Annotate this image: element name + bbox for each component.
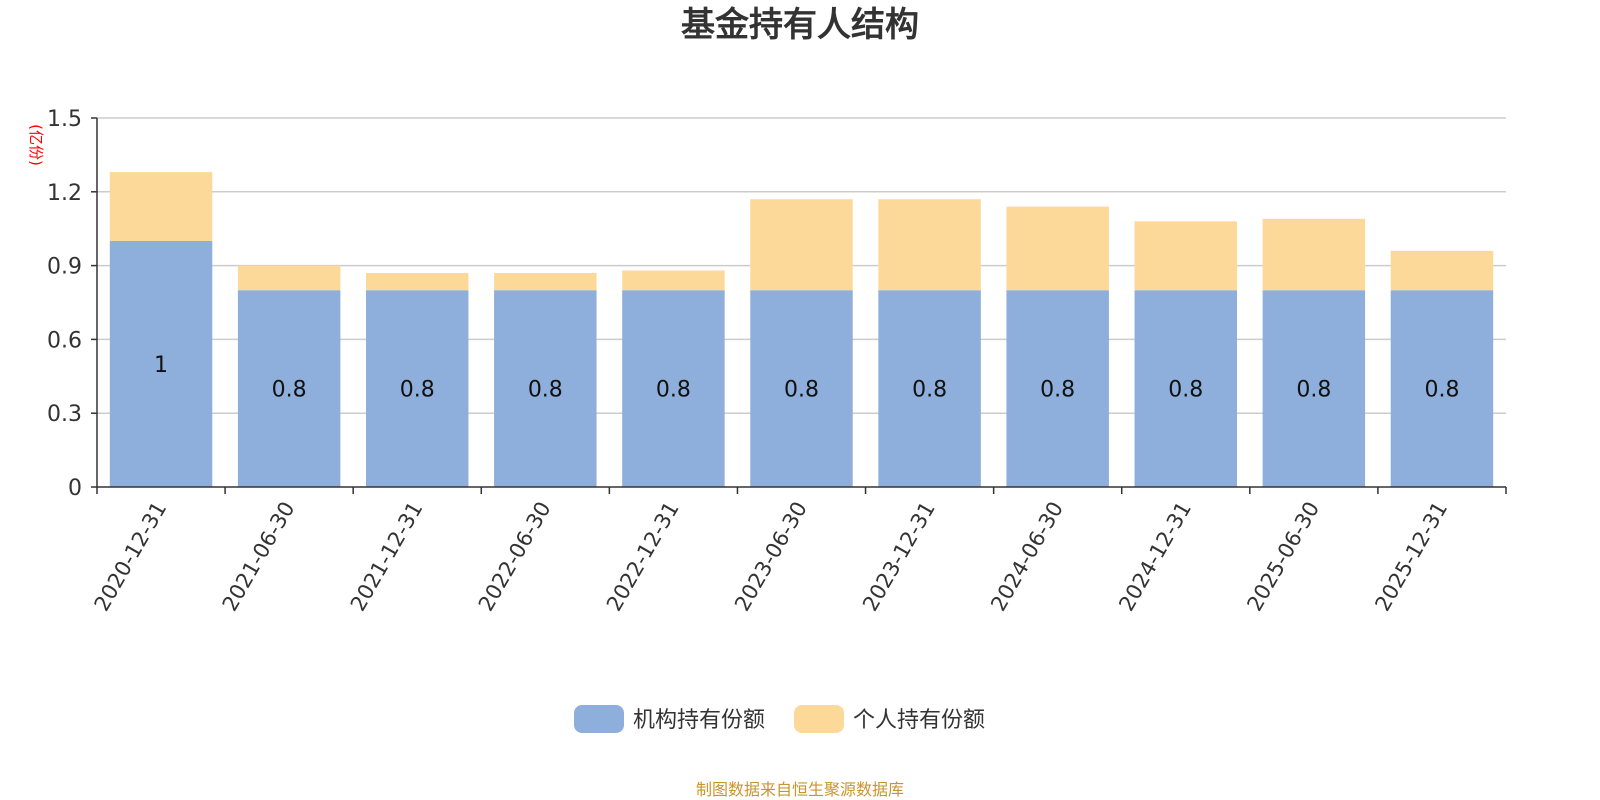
legend-label-individual: 个人持有份额: [853, 708, 985, 733]
y-axis-unit-label: (亿份): [27, 124, 45, 166]
institutional-bar: [109, 241, 213, 487]
y-tick-label: 0.6: [47, 328, 82, 353]
bar-value-label: 0.8: [1296, 378, 1331, 403]
bar-value-label: 0.8: [1424, 378, 1459, 403]
x-tick-label: 2023-06-30: [730, 498, 812, 616]
x-tick-label: 2020-12-31: [90, 498, 172, 616]
individual-bar: [494, 272, 597, 291]
y-tick-label: 0: [68, 476, 82, 501]
individual-bar: [878, 199, 981, 291]
individual-bar: [237, 265, 341, 291]
x-tick-label: 2022-06-30: [474, 498, 556, 616]
x-tick-label: 2025-12-31: [1370, 498, 1452, 616]
x-tick-label: 2022-12-31: [602, 498, 684, 616]
legend-swatch-individual: [794, 705, 844, 733]
bar-value-label: 0.8: [912, 378, 947, 403]
institutional-bar: [878, 290, 981, 487]
bar-value-label: 0.8: [1040, 378, 1075, 403]
x-tick-label: 2024-06-30: [986, 498, 1068, 616]
x-tick-label: 2025-06-30: [1242, 498, 1324, 616]
institutional-bar: [1006, 290, 1109, 487]
institutional-bar: [1390, 290, 1494, 487]
institutional-bar: [750, 290, 853, 487]
institutional-bar: [365, 290, 469, 487]
individual-bar: [1006, 206, 1109, 291]
x-tick-label: 2024-12-31: [1114, 498, 1196, 616]
y-tick-label: 1.2: [47, 181, 82, 206]
data-labels: 1 0.8 0.8 0.8 0.8 0.8 0.8 0.8 0.8 0.8 0.8: [154, 353, 1459, 403]
legend-label-institutional: 机构持有份额: [633, 708, 765, 733]
y-tick-label: 0.9: [47, 255, 82, 280]
institutional-bar: [622, 290, 725, 487]
x-tick-label: 2021-06-30: [218, 498, 300, 616]
individual-bar: [109, 172, 213, 241]
bar-value-label: 0.8: [272, 378, 307, 403]
x-tick-label: 2023-12-31: [858, 497, 940, 615]
bar-value-label: 1: [154, 353, 168, 378]
individual-bar: [622, 270, 725, 291]
x-tick-label: 2021-12-31: [346, 498, 428, 616]
legend: 机构持有份额 个人持有份额: [574, 705, 985, 733]
individual-bar: [1390, 250, 1494, 291]
individual-bar: [1134, 221, 1238, 291]
bar-value-label: 0.8: [656, 378, 691, 403]
institutional-bar: [494, 290, 597, 487]
bar-value-label: 0.8: [528, 378, 563, 403]
institutional-bar: [1262, 290, 1366, 487]
institutional-bar: [237, 290, 341, 487]
bars: [109, 172, 1494, 487]
chart-title: 基金持有人结构: [681, 5, 919, 45]
individual-bar: [750, 199, 853, 291]
institutional-bar: [1134, 290, 1238, 487]
legend-swatch-institutional: [574, 705, 624, 733]
y-tick-label: 0.3: [47, 402, 82, 427]
bar-value-label: 0.8: [1168, 378, 1203, 403]
individual-bar: [365, 272, 469, 291]
y-tick-label: 1.5: [47, 107, 82, 132]
individual-bar: [1262, 218, 1366, 291]
source-note: 制图数据来自恒生聚源数据库: [696, 780, 904, 799]
bar-value-label: 0.8: [400, 378, 435, 403]
bar-value-label: 0.8: [784, 378, 819, 403]
